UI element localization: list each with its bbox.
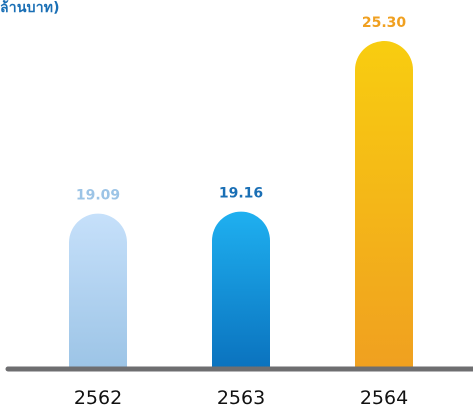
value-label-2563: 19.16	[219, 186, 263, 202]
unit-label: ล้านบาท)	[0, 0, 60, 16]
bar-2562	[69, 213, 127, 369]
x-tick-label-2562: 2562	[74, 387, 122, 409]
value-label-2562: 19.09	[76, 188, 120, 204]
x-tick-label-2563: 2563	[217, 387, 265, 409]
value-label-2564: 25.30	[362, 15, 407, 31]
bar-2563	[212, 211, 270, 369]
bar-2564	[355, 41, 413, 369]
x-tick-label-2564: 2564	[360, 387, 408, 409]
